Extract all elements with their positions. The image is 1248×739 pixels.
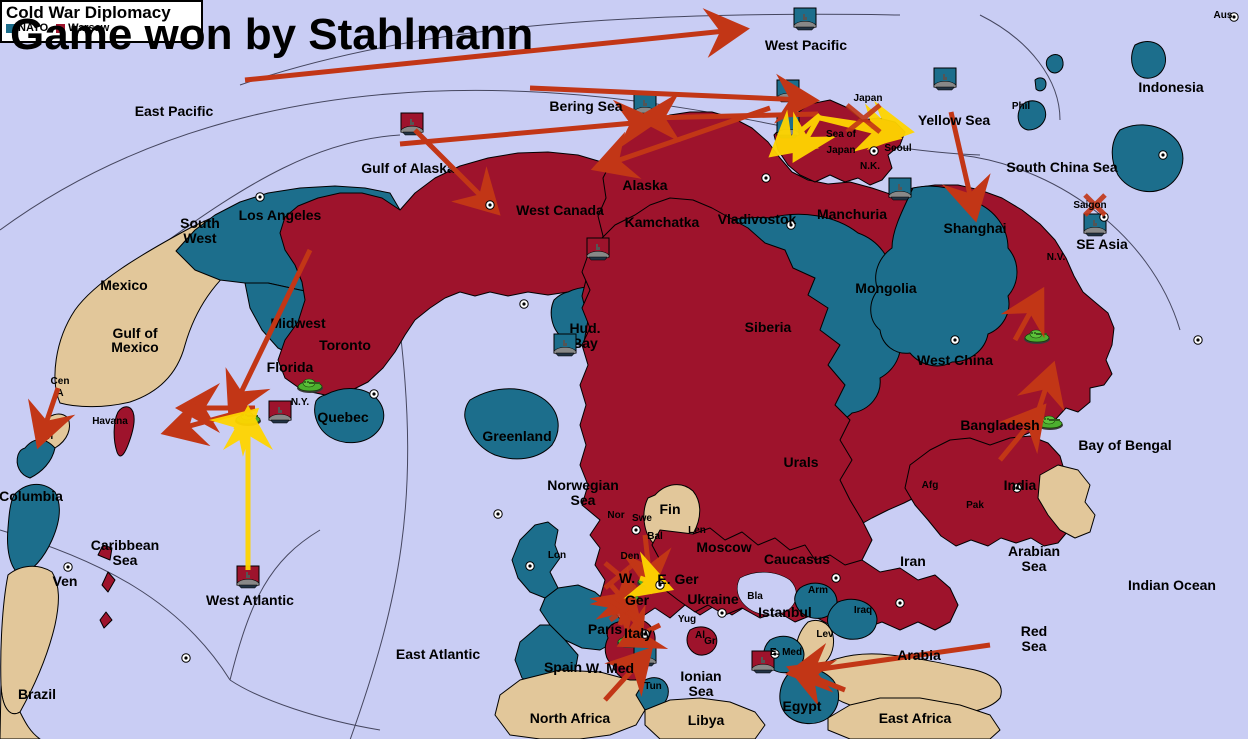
svg-text:Mongolia: Mongolia: [855, 280, 917, 296]
svg-text:Lon: Lon: [548, 550, 566, 561]
svg-text:Ionian: Ionian: [680, 668, 721, 684]
svg-text:Moscow: Moscow: [696, 539, 751, 555]
svg-text:Bal: Bal: [647, 531, 663, 542]
svg-text:Ven: Ven: [53, 573, 78, 589]
svg-text:South China Sea: South China Sea: [1006, 159, 1117, 175]
svg-text:Sea: Sea: [571, 492, 596, 508]
svg-text:N.K.: N.K.: [860, 161, 880, 172]
svg-text:Saigon: Saigon: [1073, 200, 1106, 211]
svg-text:Florida: Florida: [267, 359, 314, 375]
svg-text:Iran: Iran: [900, 553, 926, 569]
svg-text:Mexico: Mexico: [100, 277, 147, 293]
svg-text:Spain: Spain: [544, 659, 582, 675]
svg-text:Ger: Ger: [625, 592, 650, 608]
svg-text:East Africa: East Africa: [879, 710, 952, 726]
svg-text:Shanghai: Shanghai: [943, 220, 1006, 236]
svg-text:Den: Den: [621, 551, 640, 562]
svg-text:Italy: Italy: [624, 625, 652, 641]
svg-text:West China: West China: [917, 352, 993, 368]
svg-text:Vladivostok: Vladivostok: [718, 211, 797, 227]
svg-text:Yellow Sea: Yellow Sea: [918, 112, 991, 128]
svg-text:Indonesia: Indonesia: [1138, 79, 1204, 95]
svg-text:Japan: Japan: [854, 93, 883, 104]
svg-text:Sea: Sea: [1022, 638, 1047, 654]
svg-text:Istanbul: Istanbul: [758, 604, 812, 620]
svg-text:Fin: Fin: [660, 501, 681, 517]
svg-text:E. Med: E. Med: [770, 647, 802, 658]
svg-text:Columbia: Columbia: [0, 488, 63, 504]
svg-text:West: West: [183, 230, 217, 246]
svg-text:Greenland: Greenland: [482, 428, 551, 444]
svg-text:Sea: Sea: [113, 552, 138, 568]
svg-text:Bangladesh: Bangladesh: [960, 417, 1039, 433]
svg-text:Indian Ocean: Indian Ocean: [1128, 577, 1216, 593]
svg-text:East Pacific: East Pacific: [135, 103, 214, 119]
svg-text:Gulf of Alaska: Gulf of Alaska: [361, 160, 455, 176]
svg-text:Arm: Arm: [808, 585, 828, 596]
svg-text:Paris: Paris: [588, 621, 622, 637]
svg-text:Swe: Swe: [632, 513, 652, 524]
svg-text:Brazil: Brazil: [18, 686, 56, 702]
svg-text:W. Med: W. Med: [586, 660, 634, 676]
svg-text:Arabia: Arabia: [897, 647, 941, 663]
svg-text:West Canada: West Canada: [516, 202, 604, 218]
svg-text:SE Asia: SE Asia: [1076, 236, 1128, 252]
svg-text:Japan: Japan: [827, 145, 856, 156]
svg-text:Ukraine: Ukraine: [687, 591, 739, 607]
svg-text:Tun: Tun: [644, 681, 662, 692]
svg-text:Toronto: Toronto: [319, 337, 371, 353]
svg-text:Gr: Gr: [704, 636, 716, 647]
svg-text:India: India: [1004, 477, 1037, 493]
svg-text:Los Angeles: Los Angeles: [239, 207, 322, 223]
svg-text:Len: Len: [688, 525, 706, 536]
svg-text:Seoul: Seoul: [884, 143, 911, 154]
svg-text:South: South: [180, 215, 220, 231]
svg-text:Urals: Urals: [783, 454, 818, 470]
svg-text:Pak: Pak: [966, 500, 984, 511]
svg-text:West Pacific: West Pacific: [765, 37, 847, 53]
svg-text:Bering Sea: Bering Sea: [549, 98, 622, 114]
svg-text:East Atlantic: East Atlantic: [396, 646, 480, 662]
svg-text:Alaska: Alaska: [622, 177, 667, 193]
svg-text:Libya: Libya: [688, 712, 725, 728]
svg-text:Yug: Yug: [678, 614, 696, 625]
svg-text:Mexico: Mexico: [111, 339, 158, 355]
svg-text:Nor: Nor: [607, 510, 624, 521]
svg-text:Phil: Phil: [1012, 101, 1031, 112]
svg-text:Iraq: Iraq: [854, 605, 872, 616]
svg-text:Quebec: Quebec: [317, 409, 369, 425]
svg-text:Havana: Havana: [92, 416, 128, 427]
svg-text:Kamchatka: Kamchatka: [625, 214, 700, 230]
svg-text:Sea of: Sea of: [826, 129, 857, 140]
svg-text:Afg: Afg: [922, 480, 939, 491]
svg-text:Aus: Aus: [1214, 10, 1233, 21]
svg-text:N.V.: N.V.: [1047, 252, 1066, 263]
svg-text:Manchuria: Manchuria: [817, 206, 887, 222]
svg-text:Egypt: Egypt: [783, 698, 822, 714]
svg-text:North Africa: North Africa: [530, 710, 611, 726]
svg-text:Red: Red: [1021, 623, 1047, 639]
svg-text:Arabian: Arabian: [1008, 543, 1060, 559]
svg-text:E. Ger: E. Ger: [657, 571, 699, 587]
svg-text:Bay of Bengal: Bay of Bengal: [1078, 437, 1171, 453]
svg-text:Norwegian: Norwegian: [547, 477, 619, 493]
svg-text:W.: W.: [619, 570, 635, 586]
svg-text:N.Y.: N.Y.: [291, 397, 310, 408]
svg-text:Sea: Sea: [689, 683, 714, 699]
svg-text:Caucasus: Caucasus: [764, 551, 830, 567]
svg-text:Caribbean: Caribbean: [91, 537, 159, 553]
svg-text:Lev: Lev: [816, 629, 834, 640]
svg-text:West Atlantic: West Atlantic: [206, 592, 294, 608]
svg-text:Sea: Sea: [1022, 558, 1047, 574]
svg-text:Bla: Bla: [747, 591, 763, 602]
svg-text:Siberia: Siberia: [745, 319, 792, 335]
svg-text:Cen: Cen: [51, 376, 70, 387]
